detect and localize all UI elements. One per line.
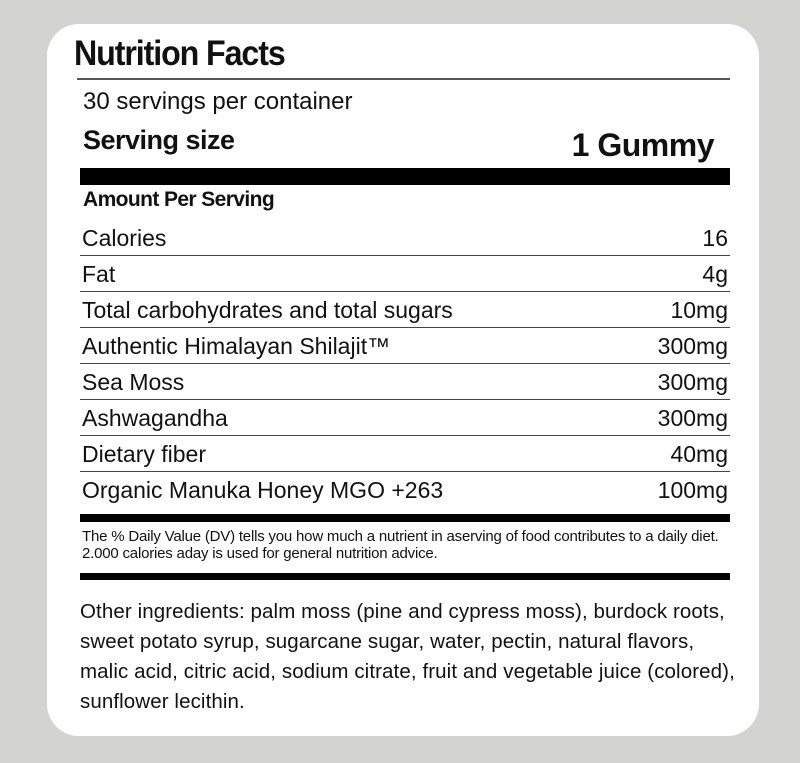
nutrient-name: Authentic Himalayan Shilajit™ (82, 333, 391, 359)
nutrient-amount: 40mg (670, 441, 728, 467)
nutrient-name: Ashwagandha (82, 405, 228, 431)
thick-divider (80, 514, 730, 522)
nutrient-table: Calories 16 Fat 4g Total carbohydrates and… (80, 220, 730, 508)
nutrient-amount: 100mg (657, 477, 728, 503)
nutrient-row: Fat 4g (80, 256, 730, 292)
nutrient-amount: 300mg (657, 333, 728, 359)
nutrient-name: Dietary fiber (82, 441, 206, 467)
serving-size-label: Serving size (83, 125, 235, 155)
nutrient-amount: 300mg (657, 405, 728, 431)
thick-divider (80, 573, 730, 580)
nutrient-name: Sea Moss (82, 369, 185, 395)
nutrient-name: Total carbohydrates and total sugars (82, 297, 453, 323)
nutrient-amount: 300mg (657, 369, 728, 395)
nutrient-name: Organic Manuka Honey MGO +263 (82, 477, 444, 503)
nutrient-amount: 10mg (670, 297, 728, 323)
nutrient-row: Dietary fiber 40mg (80, 436, 730, 472)
divider (77, 78, 730, 80)
nutrient-amount: 16 (702, 225, 728, 251)
nutrient-row: Total carbohydrates and total sugars 10mg (80, 292, 730, 328)
label-title: Nutrition Facts (74, 34, 286, 73)
nutrient-name: Calories (82, 225, 167, 251)
nutrient-row: Authentic Himalayan Shilajit™ 300mg (80, 328, 730, 364)
nutrition-label-card (47, 24, 759, 736)
serving-size-value: 1 Gummy (571, 127, 715, 163)
nutrient-row: Sea Moss 300mg (80, 364, 730, 400)
nutrient-amount: 4g (702, 261, 728, 287)
other-ingredients: Other ingredients: palm moss (pine and c… (80, 600, 735, 713)
servings-per-container: 30 servings per container (83, 88, 353, 115)
amount-per-serving: Amount Per Serving (83, 188, 275, 211)
daily-value-note: The % Daily Value (DV) tells you how muc… (82, 528, 719, 562)
nutrient-row: Calories 16 (80, 220, 730, 256)
nutrient-row: Ashwagandha 300mg (80, 400, 730, 436)
nutrient-row: Organic Manuka Honey MGO +263 100mg (80, 472, 730, 508)
nutrient-name: Fat (82, 261, 116, 287)
thick-divider (80, 168, 730, 185)
